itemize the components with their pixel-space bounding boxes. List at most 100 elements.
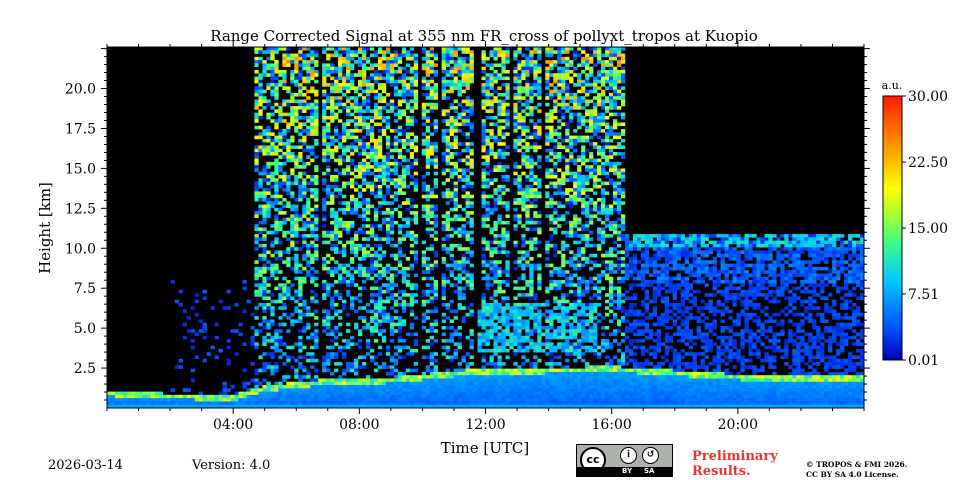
heatmap-cell (525, 102, 530, 107)
heatmap-cell (254, 197, 259, 202)
heatmap-cell (477, 345, 482, 350)
heatmap-cell (270, 194, 275, 199)
heatmap-cell (389, 391, 395, 396)
heatmap-cell (489, 50, 494, 54)
heatmap-cell (533, 86, 538, 90)
heatmap-cell (461, 266, 466, 271)
heatmap-cell (326, 388, 331, 392)
heatmap-cell (549, 362, 554, 366)
heatmap-cell (270, 178, 275, 182)
heatmap-cell (270, 371, 275, 376)
heatmap-cell (286, 155, 291, 159)
heatmap-cell (549, 404, 554, 409)
heatmap-cell (541, 378, 546, 383)
heatmap-cell (421, 102, 427, 107)
heatmap-cell (493, 342, 498, 346)
heatmap-cell (409, 66, 415, 71)
heatmap-cell (194, 404, 199, 409)
heatmap-cell (342, 138, 347, 143)
heatmap-cell (457, 335, 462, 340)
heatmap-cell (274, 404, 279, 409)
heatmap-cell (457, 286, 462, 291)
heatmap-cell (465, 335, 470, 340)
heatmap-cell (553, 391, 558, 396)
heatmap-cell (397, 250, 403, 255)
heatmap-cell (358, 138, 363, 143)
heatmap-cell (421, 50, 427, 54)
heatmap-cell (465, 283, 470, 287)
heatmap-cell (338, 56, 343, 61)
heatmap-cell (413, 138, 419, 143)
heatmap-cell (342, 171, 347, 176)
heatmap-cell (405, 302, 411, 307)
heatmap-cell (262, 191, 267, 195)
heatmap-cell (461, 253, 466, 258)
heatmap-cell (449, 339, 454, 343)
heatmap-cell (525, 174, 530, 179)
heatmap-cell (397, 289, 403, 294)
heatmap-cell (453, 171, 458, 176)
heatmap-cell (377, 263, 383, 268)
heatmap-cell (310, 115, 315, 120)
heatmap-cell (334, 112, 339, 117)
heatmap-cell (557, 188, 562, 192)
heatmap-cell (266, 319, 271, 323)
heatmap-cell (473, 371, 478, 376)
heatmap-cell (334, 69, 339, 74)
heatmap-cell (405, 106, 411, 110)
heatmap-cell (270, 89, 275, 94)
heatmap-cell (473, 381, 478, 386)
heatmap-cell (314, 119, 319, 123)
heatmap-cell (545, 375, 550, 379)
heatmap-cell (401, 165, 407, 169)
heatmap-cell (417, 385, 423, 389)
heatmap-cell (369, 329, 375, 333)
heatmap-cell (326, 362, 331, 366)
heatmap-cell (425, 142, 431, 146)
heatmap-cell (373, 53, 379, 58)
heatmap-cell (461, 79, 466, 84)
heatmap-cell (306, 145, 311, 150)
heatmap-cell (465, 99, 470, 104)
heatmap-cell (521, 191, 526, 195)
heatmap-cell (509, 309, 514, 314)
heatmap-cell (501, 385, 506, 389)
heatmap-cell (342, 276, 347, 281)
heatmap-cell (377, 60, 383, 64)
heatmap-cell (405, 132, 411, 136)
heatmap-cell (282, 132, 287, 136)
heatmap-cell (306, 63, 311, 67)
heatmap-cell (262, 385, 267, 389)
heatmap-cell (433, 125, 438, 130)
heatmap-cell (266, 56, 271, 61)
heatmap-cell (358, 69, 363, 74)
heatmap-cell (405, 83, 411, 87)
heatmap-cell (389, 365, 395, 369)
heatmap-cell (330, 352, 335, 356)
heatmap-cell (393, 60, 399, 64)
heatmap-cell (389, 401, 395, 406)
heatmap-cell (361, 319, 367, 323)
heatmap-cell (497, 385, 502, 389)
heatmap-cell (533, 342, 538, 346)
heatmap-cell (457, 381, 462, 386)
heatmap-cell (222, 381, 227, 386)
heatmap-cell (286, 217, 291, 222)
heatmap-cell (481, 293, 486, 297)
heatmap-cell (330, 155, 335, 159)
heatmap-cell (286, 391, 291, 396)
heatmap-cell (190, 329, 195, 333)
heatmap-cell (533, 197, 538, 202)
heatmap-cell (449, 79, 454, 84)
heatmap-cell (409, 375, 415, 379)
heatmap-cell (517, 79, 522, 84)
heatmap-cell (365, 201, 371, 205)
heatmap-cell (545, 381, 550, 386)
heatmap-cell (497, 394, 502, 399)
heatmap-cell (238, 404, 243, 409)
heatmap-cell (254, 371, 259, 376)
heatmap-cell (513, 53, 518, 58)
heatmap-cell (481, 171, 486, 176)
heatmap-cell (469, 381, 474, 386)
heatmap-cell (381, 362, 387, 366)
